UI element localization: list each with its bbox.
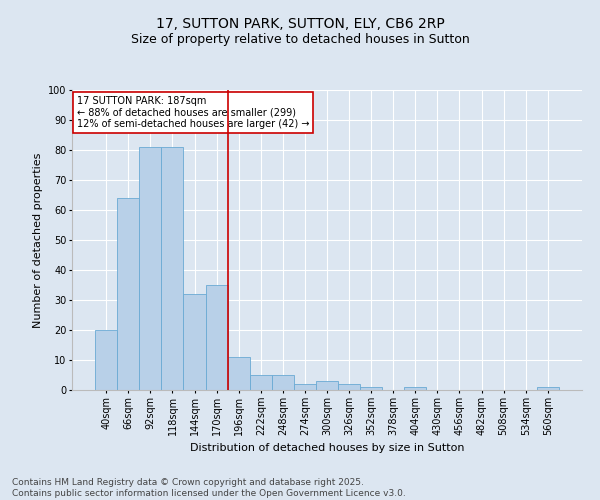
- Bar: [161, 147, 184, 390]
- Bar: [139, 147, 161, 390]
- X-axis label: Distribution of detached houses by size in Sutton: Distribution of detached houses by size …: [190, 444, 464, 454]
- Bar: [404, 387, 427, 390]
- Y-axis label: Number of detached properties: Number of detached properties: [32, 152, 43, 328]
- Text: Contains HM Land Registry data © Crown copyright and database right 2025.
Contai: Contains HM Land Registry data © Crown c…: [12, 478, 406, 498]
- Bar: [537, 387, 559, 390]
- Text: Size of property relative to detached houses in Sutton: Size of property relative to detached ho…: [131, 32, 469, 46]
- Bar: [227, 357, 250, 390]
- Bar: [360, 387, 382, 390]
- Bar: [95, 330, 117, 390]
- Bar: [294, 384, 316, 390]
- Bar: [250, 375, 272, 390]
- Bar: [184, 294, 206, 390]
- Bar: [272, 375, 294, 390]
- Bar: [206, 285, 227, 390]
- Text: 17, SUTTON PARK, SUTTON, ELY, CB6 2RP: 17, SUTTON PARK, SUTTON, ELY, CB6 2RP: [155, 18, 445, 32]
- Bar: [338, 384, 360, 390]
- Bar: [117, 198, 139, 390]
- Bar: [316, 381, 338, 390]
- Text: 17 SUTTON PARK: 187sqm
← 88% of detached houses are smaller (299)
12% of semi-de: 17 SUTTON PARK: 187sqm ← 88% of detached…: [77, 96, 310, 129]
